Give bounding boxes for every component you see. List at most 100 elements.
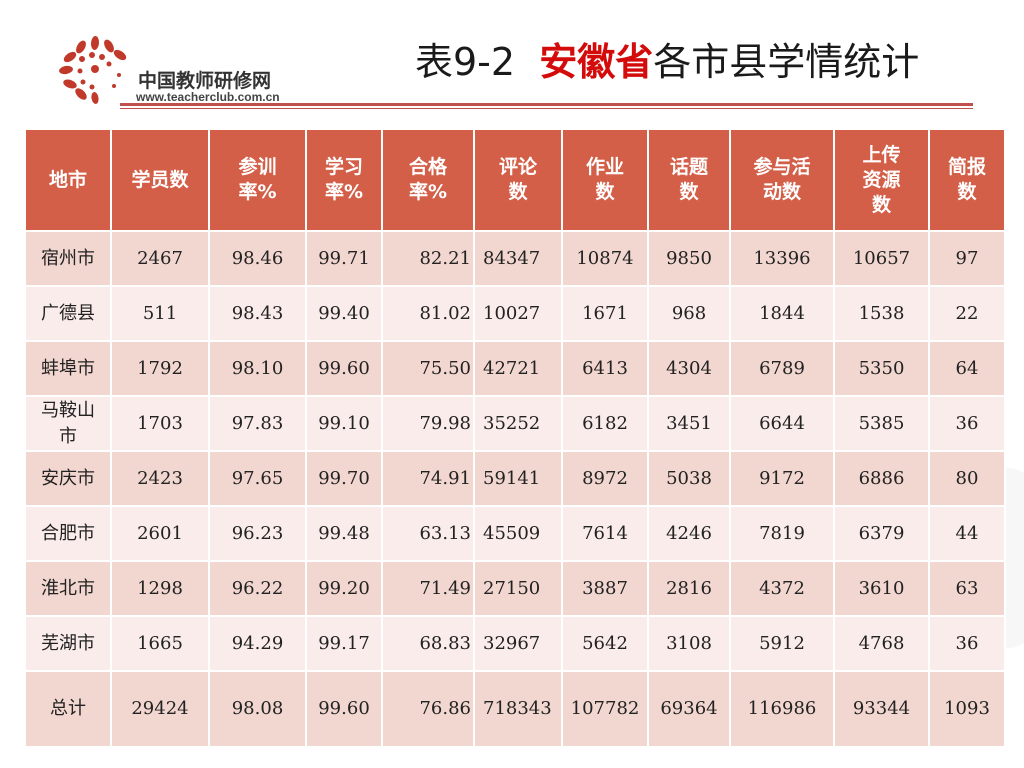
table-row: 蚌埠市 1792 98.10 99.60 75.50 42721 6413 4304 6789 5…	[24, 340, 1006, 397]
table-cell: 29424	[110, 670, 210, 748]
table-cell: 5642	[561, 615, 649, 672]
table-row: 淮北市 1298 96.22 99.20 71.49 27150 3887 2816 4372 3…	[24, 560, 1006, 617]
table-cell: 44	[928, 505, 1006, 562]
table-cell: 1298	[110, 560, 210, 617]
table-cell: 10027	[473, 285, 563, 342]
table-cell: 718343	[473, 670, 563, 748]
table-cell: 107782	[561, 670, 649, 748]
logo-url: www.teacherclub.com.cn	[136, 90, 280, 104]
table-cell: 6644	[729, 395, 835, 452]
table-cell: 1703	[110, 395, 210, 452]
table-cell: 93344	[833, 670, 930, 748]
table-cell: 7819	[729, 505, 835, 562]
table-cell: 2423	[110, 450, 210, 507]
column-header: 合格 率%	[381, 128, 475, 232]
table-cell: 6413	[561, 340, 649, 397]
table-cell: 71.49	[381, 560, 475, 617]
table-cell: 35252	[473, 395, 563, 452]
table-cell: 9850	[647, 230, 731, 287]
table-cell: 63.13	[381, 505, 475, 562]
table-cell: 81.02	[381, 285, 475, 342]
table-cell: 68.83	[381, 615, 475, 672]
column-header: 评论 数	[473, 128, 563, 232]
table-cell: 45509	[473, 505, 563, 562]
row-label: 芜湖市	[24, 615, 112, 672]
column-header: 地市	[24, 128, 112, 232]
table-cell: 63	[928, 560, 1006, 617]
teacherclub-logo-icon	[59, 36, 127, 104]
table-cell: 1538	[833, 285, 930, 342]
table-row: 安庆市 2423 97.65 99.70 74.91 59141 8972 5038 9172 6…	[24, 450, 1006, 507]
row-label: 马鞍山 市	[24, 395, 112, 452]
table-cell: 13396	[729, 230, 835, 287]
table-cell: 98.43	[208, 285, 307, 342]
table-cell: 3108	[647, 615, 731, 672]
table-cell: 3451	[647, 395, 731, 452]
table-cell: 2601	[110, 505, 210, 562]
row-label: 合肥市	[24, 505, 112, 562]
row-label: 淮北市	[24, 560, 112, 617]
table-cell: 6789	[729, 340, 835, 397]
table-cell: 511	[110, 285, 210, 342]
table-cell: 1844	[729, 285, 835, 342]
table-cell: 99.60	[305, 340, 383, 397]
table-cell: 79.98	[381, 395, 475, 452]
table-cell: 98.10	[208, 340, 307, 397]
table-cell: 116986	[729, 670, 835, 748]
table-cell: 2467	[110, 230, 210, 287]
row-label: 宿州市	[24, 230, 112, 287]
table-header-row: 地市 学员数 参训 率% 学习 率% 合格 率% 评论 数作业 数话题 数参与活 动数 上传…	[24, 128, 1006, 232]
table-body: 宿州市 2467 98.46 99.71 82.21 84347 10874 9850 1339…	[24, 230, 1006, 748]
table-row: 广德县 511 98.43 99.40 81.02 10027 1671 968 1844 153…	[24, 285, 1006, 342]
title-highlight: 安徽省	[539, 40, 654, 84]
table-cell: 4304	[647, 340, 731, 397]
table-cell: 27150	[473, 560, 563, 617]
column-header: 话题 数	[647, 128, 731, 232]
table-cell: 75.50	[381, 340, 475, 397]
table-cell: 1093	[928, 670, 1006, 748]
table-cell: 6886	[833, 450, 930, 507]
table-cell: 99.17	[305, 615, 383, 672]
table-row: 合肥市 2601 96.23 99.48 63.13 45509 7614 4246 7819 6…	[24, 505, 1006, 562]
table-cell: 1671	[561, 285, 649, 342]
table-cell: 4768	[833, 615, 930, 672]
table-cell: 59141	[473, 450, 563, 507]
table-cell: 84347	[473, 230, 563, 287]
table-cell: 99.48	[305, 505, 383, 562]
table-cell: 96.22	[208, 560, 307, 617]
page-title: 表9-2 安徽省各市县学情统计	[415, 38, 919, 86]
table-cell: 36	[928, 615, 1006, 672]
logo: 中国教师研修网 www.teacherclub.com.cn	[48, 30, 308, 110]
table-row: 芜湖市 1665 94.29 99.17 68.83 32967 5642 3108 5912 4…	[24, 615, 1006, 672]
table-cell: 3610	[833, 560, 930, 617]
logo-text: 中国教师研修网	[138, 70, 272, 92]
table-cell: 2816	[647, 560, 731, 617]
column-header: 参与活 动数	[729, 128, 835, 232]
table-cell: 10874	[561, 230, 649, 287]
row-label: 广德县	[24, 285, 112, 342]
table-cell: 968	[647, 285, 731, 342]
table-cell: 1792	[110, 340, 210, 397]
table-cell: 98.08	[208, 670, 307, 748]
table-cell: 99.60	[305, 670, 383, 748]
table-cell: 98.46	[208, 230, 307, 287]
table-cell: 36	[928, 395, 1006, 452]
table-cell: 32967	[473, 615, 563, 672]
column-header: 学员数	[110, 128, 210, 232]
row-label: 安庆市	[24, 450, 112, 507]
table-cell: 69364	[647, 670, 731, 748]
column-header: 作业 数	[561, 128, 649, 232]
table-cell: 5350	[833, 340, 930, 397]
table-cell: 9172	[729, 450, 835, 507]
table-cell: 7614	[561, 505, 649, 562]
table-cell: 42721	[473, 340, 563, 397]
title-prefix: 表9-2	[415, 40, 540, 84]
table-cell: 99.40	[305, 285, 383, 342]
table-cell: 6379	[833, 505, 930, 562]
table-cell: 94.29	[208, 615, 307, 672]
table-cell: 80	[928, 450, 1006, 507]
row-label: 蚌埠市	[24, 340, 112, 397]
table-cell: 6182	[561, 395, 649, 452]
title-rule-thin	[120, 108, 973, 109]
table-cell: 5912	[729, 615, 835, 672]
